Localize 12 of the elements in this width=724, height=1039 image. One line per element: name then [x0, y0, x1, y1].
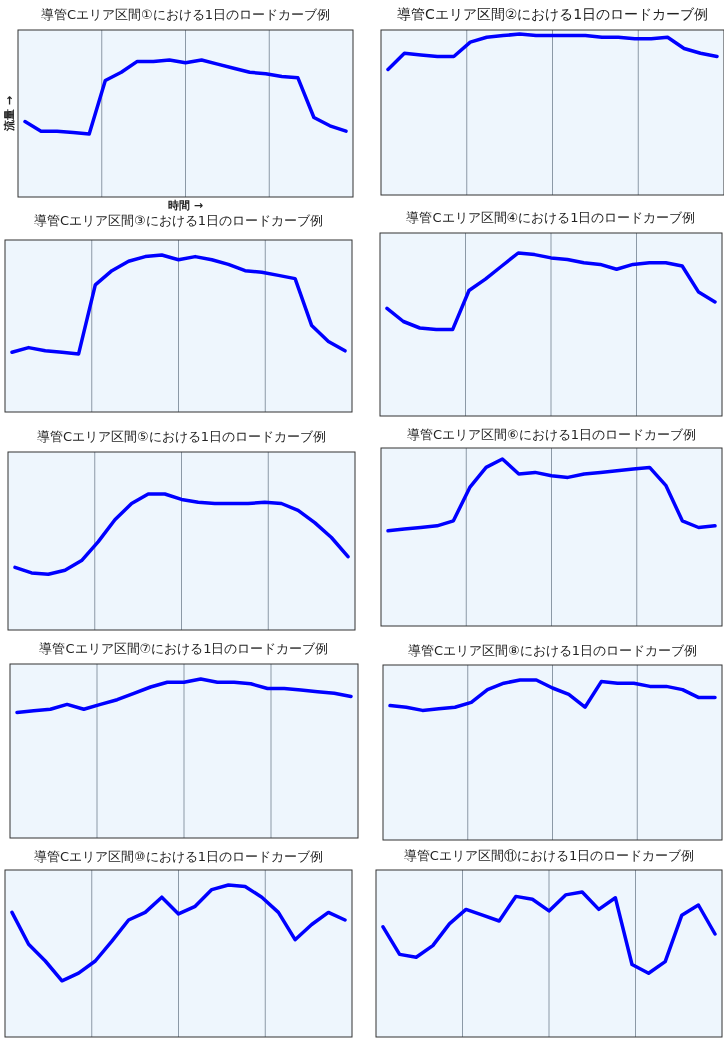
chart-title: 導管Cエリア区間⑪における1日のロードカーブ例 — [403, 848, 695, 863]
chart-title: 導管Cエリア区間⑦における1日のロードカーブ例 — [39, 641, 329, 656]
chart-title: 導管Cエリア区間④における1日のロードカーブ例 — [406, 210, 696, 225]
chart-title: 導管Cエリア区間⑧における1日のロードカーブ例 — [407, 643, 698, 658]
y-axis-title: 流量 → — [3, 95, 16, 133]
x-axis-title: 時間 → — [167, 199, 204, 212]
chart-title: 導管Cエリア区間③における1日のロードカーブ例 — [33, 213, 324, 228]
chart-title: 導管Cエリア区間⑤における1日のロードカーブ例 — [36, 429, 327, 444]
chart-title: 導管Cエリア区間①における1日のロードカーブ例 — [40, 7, 331, 22]
chart-title: 導管Cエリア区間⑥における1日のロードカーブ例 — [406, 427, 697, 442]
chart-title: 導管Cエリア区間⑩における1日のロードカーブ例 — [33, 849, 324, 864]
chart-title: 導管Cエリア区間②における1日のロードカーブ例 — [396, 6, 709, 22]
